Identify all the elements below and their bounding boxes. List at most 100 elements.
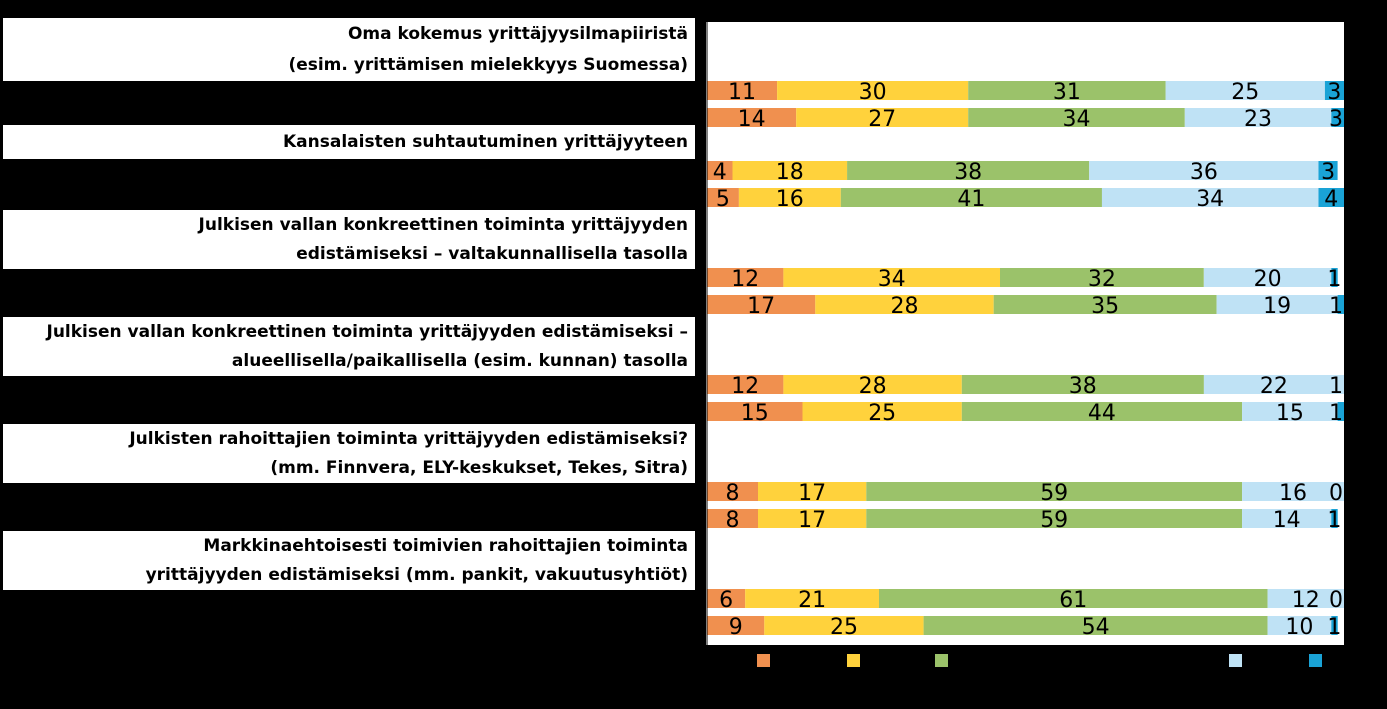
data-label: 1 xyxy=(1329,374,1343,399)
question-label: Kansalaisten suhtautuminen yrittäjyyteen xyxy=(3,125,695,159)
data-label: 15 xyxy=(1276,401,1304,426)
data-label: 59 xyxy=(1040,481,1068,506)
bar-segment xyxy=(707,589,746,608)
data-label: 12 xyxy=(1292,588,1320,613)
bar-segment xyxy=(707,81,778,100)
data-label: 3 xyxy=(1321,160,1335,185)
data-label: 14 xyxy=(1273,508,1301,533)
question-line: Kansalaisten suhtautuminen yrittäjyyteen xyxy=(282,132,688,152)
bar-segment xyxy=(1267,589,1344,608)
data-label: 9 xyxy=(729,615,743,640)
bar-segment xyxy=(707,482,758,501)
legend-swatch xyxy=(1229,654,1242,667)
bar-segment xyxy=(796,108,969,127)
data-label: 25 xyxy=(830,615,858,640)
data-label: 19 xyxy=(1263,294,1291,319)
data-label: 23 xyxy=(1244,107,1272,132)
data-label: 54 xyxy=(1082,615,1110,640)
data-label: 8 xyxy=(726,508,740,533)
data-label: 25 xyxy=(868,401,896,426)
data-label: 0 xyxy=(1329,588,1343,613)
bar-segment xyxy=(923,616,1268,635)
data-label: 14 xyxy=(738,107,766,132)
bar-segment xyxy=(1203,268,1332,287)
data-label: 28 xyxy=(891,294,919,319)
data-label: 32 xyxy=(1088,267,1116,292)
data-label: 30 xyxy=(859,80,887,105)
bar-segment xyxy=(840,188,1102,207)
bar-segment xyxy=(1331,268,1338,287)
bar-segment xyxy=(961,375,1204,394)
data-label: 8 xyxy=(726,481,740,506)
question-line: Julkisen vallan konkreettinen toiminta y… xyxy=(198,214,688,235)
legend-swatch xyxy=(935,654,948,667)
bar-segment xyxy=(1242,402,1338,421)
bar-segment xyxy=(1337,295,1344,314)
legend-swatch xyxy=(757,654,770,667)
data-label: 41 xyxy=(957,187,985,212)
data-label: 4 xyxy=(1324,187,1338,212)
bar-segment xyxy=(745,589,879,608)
question-label: Markkinaehtoisesti toimivien rahoittajie… xyxy=(3,531,695,590)
data-label: 36 xyxy=(1190,160,1218,185)
bar-segment xyxy=(879,589,1268,608)
bar-segment xyxy=(1242,509,1332,528)
data-label: 3 xyxy=(1329,107,1343,132)
data-label: 25 xyxy=(1231,80,1259,105)
data-label: 17 xyxy=(798,481,826,506)
data-label: 1 xyxy=(1327,267,1341,292)
legend-swatch xyxy=(847,654,860,667)
data-label: 15 xyxy=(741,401,769,426)
data-label: 1 xyxy=(1329,294,1343,319)
bar-segment xyxy=(1203,375,1344,394)
bar-segment xyxy=(1324,81,1344,100)
legend-swatch xyxy=(1309,654,1322,667)
data-label: 1 xyxy=(1327,508,1341,533)
bar-segment xyxy=(777,81,969,100)
data-label: 6 xyxy=(719,588,733,613)
question-line: alueellisella/paikallisella (esim. kunna… xyxy=(231,351,688,372)
question-label: Julkisen vallan konkreettinen toiminta y… xyxy=(3,210,695,269)
data-label: 16 xyxy=(776,187,804,212)
bar-segment xyxy=(1267,616,1332,635)
bar-segment xyxy=(758,509,867,528)
bar-segment xyxy=(707,616,765,635)
bar-segment xyxy=(783,268,1000,287)
data-label: 61 xyxy=(1059,588,1087,613)
bar-segment xyxy=(1242,482,1344,501)
bar-segment xyxy=(866,482,1243,501)
data-label: 16 xyxy=(1279,481,1307,506)
bar-segment xyxy=(1318,161,1338,180)
bar-segment xyxy=(815,295,994,314)
bar-segment xyxy=(758,482,867,501)
bar-segment xyxy=(783,375,962,394)
bar-segment xyxy=(1184,108,1332,127)
bar-segment xyxy=(1000,268,1204,287)
data-label: 59 xyxy=(1040,508,1068,533)
data-label: 27 xyxy=(868,107,896,132)
bar-segment xyxy=(1089,161,1319,180)
bar-segment xyxy=(1216,295,1338,314)
question-line: Julkisen vallan konkreettinen toiminta y… xyxy=(46,321,689,342)
bar-segment xyxy=(764,616,924,635)
data-label: 5 xyxy=(716,187,730,212)
bar-segment xyxy=(707,161,733,180)
bar-segment xyxy=(968,81,1166,100)
bar-segment xyxy=(707,188,739,207)
data-label: 44 xyxy=(1088,401,1116,426)
bar-segment xyxy=(1318,188,1344,207)
bar-segment xyxy=(707,375,784,394)
bar-segment xyxy=(847,161,1090,180)
question-line: Markkinaehtoisesti toimivien rahoittajie… xyxy=(203,535,688,556)
data-label: 34 xyxy=(1196,187,1224,212)
data-label: 4 xyxy=(713,160,727,185)
data-label: 17 xyxy=(798,508,826,533)
data-label: 22 xyxy=(1260,374,1288,399)
data-label: 1 xyxy=(1329,401,1343,426)
bar-segment xyxy=(707,108,797,127)
data-label: 17 xyxy=(747,294,775,319)
bar-segment xyxy=(961,402,1243,421)
data-label: 12 xyxy=(731,267,759,292)
data-label: 28 xyxy=(859,374,887,399)
question-line: edistämiseksi – valtakunnallisella tasol… xyxy=(296,244,688,265)
